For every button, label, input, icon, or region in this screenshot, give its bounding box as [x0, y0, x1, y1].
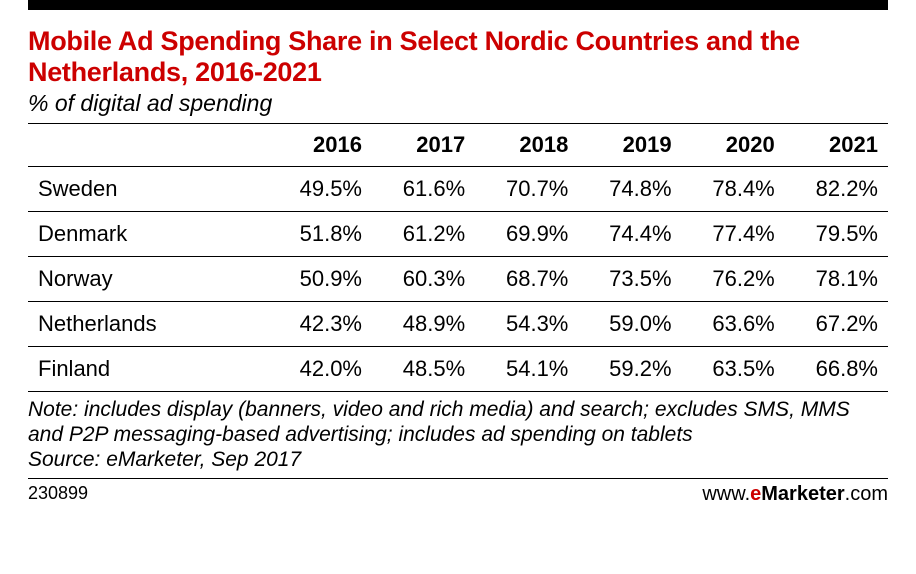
col-header: 2017: [372, 124, 475, 167]
brand-suffix: .com: [845, 483, 888, 505]
chart-subtitle: % of digital ad spending: [28, 90, 888, 117]
source-text: Source: eMarketer, Sep 2017: [28, 448, 888, 472]
cell: 74.8%: [578, 167, 681, 212]
brand-url: www.eMarketer.com: [702, 483, 888, 506]
brand-e: e: [750, 483, 761, 505]
row-label: Denmark: [28, 212, 269, 257]
row-label: Sweden: [28, 167, 269, 212]
footer: 230899 www.eMarketer.com: [28, 478, 888, 518]
cell: 61.6%: [372, 167, 475, 212]
col-header: 2020: [682, 124, 785, 167]
chart-container: Mobile Ad Spending Share in Select Nordi…: [0, 0, 916, 518]
cell: 74.4%: [578, 212, 681, 257]
table-header-row: 2016 2017 2018 2019 2020 2021: [28, 124, 888, 167]
cell: 59.2%: [578, 347, 681, 392]
cell: 66.8%: [785, 347, 888, 392]
cell: 78.1%: [785, 257, 888, 302]
cell: 68.7%: [475, 257, 578, 302]
cell: 73.5%: [578, 257, 681, 302]
cell: 63.5%: [682, 347, 785, 392]
cell: 48.5%: [372, 347, 475, 392]
col-header: 2021: [785, 124, 888, 167]
note-text: Note: includes display (banners, video a…: [28, 398, 888, 448]
cell: 60.3%: [372, 257, 475, 302]
content-area: Mobile Ad Spending Share in Select Nordi…: [0, 10, 916, 472]
data-table: 2016 2017 2018 2019 2020 2021 Sweden 49.…: [28, 123, 888, 392]
cell: 54.1%: [475, 347, 578, 392]
table-row: Netherlands 42.3% 48.9% 54.3% 59.0% 63.6…: [28, 302, 888, 347]
cell: 42.0%: [269, 347, 372, 392]
chart-title: Mobile Ad Spending Share in Select Nordi…: [28, 26, 888, 88]
document-id: 230899: [28, 483, 88, 506]
row-label: Netherlands: [28, 302, 269, 347]
row-label: Norway: [28, 257, 269, 302]
cell: 76.2%: [682, 257, 785, 302]
cell: 59.0%: [578, 302, 681, 347]
col-header: 2016: [269, 124, 372, 167]
cell: 69.9%: [475, 212, 578, 257]
cell: 49.5%: [269, 167, 372, 212]
brand-prefix: www.: [702, 483, 750, 505]
table-body: Sweden 49.5% 61.6% 70.7% 74.8% 78.4% 82.…: [28, 167, 888, 392]
cell: 42.3%: [269, 302, 372, 347]
table-row: Denmark 51.8% 61.2% 69.9% 74.4% 77.4% 79…: [28, 212, 888, 257]
top-rule: [28, 0, 888, 10]
cell: 70.7%: [475, 167, 578, 212]
col-header: [28, 124, 269, 167]
cell: 78.4%: [682, 167, 785, 212]
col-header: 2018: [475, 124, 578, 167]
cell: 54.3%: [475, 302, 578, 347]
cell: 82.2%: [785, 167, 888, 212]
cell: 50.9%: [269, 257, 372, 302]
col-header: 2019: [578, 124, 681, 167]
cell: 63.6%: [682, 302, 785, 347]
brand-name: Marketer: [761, 483, 844, 505]
row-label: Finland: [28, 347, 269, 392]
table-row: Finland 42.0% 48.5% 54.1% 59.2% 63.5% 66…: [28, 347, 888, 392]
table-row: Sweden 49.5% 61.6% 70.7% 74.8% 78.4% 82.…: [28, 167, 888, 212]
cell: 61.2%: [372, 212, 475, 257]
table-row: Norway 50.9% 60.3% 68.7% 73.5% 76.2% 78.…: [28, 257, 888, 302]
cell: 67.2%: [785, 302, 888, 347]
cell: 48.9%: [372, 302, 475, 347]
cell: 77.4%: [682, 212, 785, 257]
cell: 51.8%: [269, 212, 372, 257]
cell: 79.5%: [785, 212, 888, 257]
